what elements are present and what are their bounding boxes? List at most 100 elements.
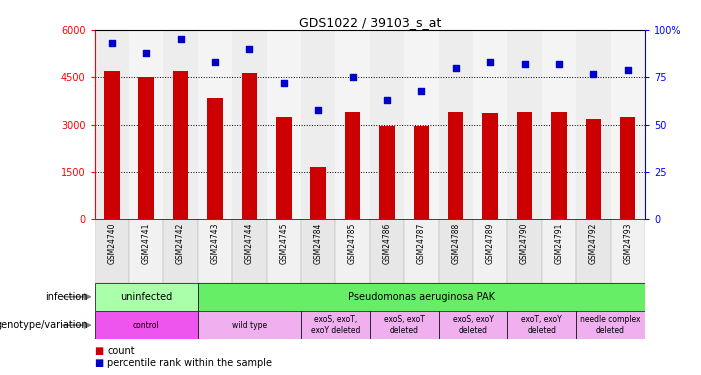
Bar — [198, 30, 232, 219]
Point — [175, 36, 186, 42]
Text: GSM24743: GSM24743 — [210, 223, 219, 264]
Bar — [345, 112, 360, 219]
Text: Pseudomonas aeruginosa PAK: Pseudomonas aeruginosa PAK — [348, 292, 495, 302]
Text: GSM24791: GSM24791 — [554, 223, 564, 264]
Text: GSM24789: GSM24789 — [486, 223, 495, 264]
Bar — [370, 311, 439, 339]
Bar — [542, 30, 576, 219]
Bar — [611, 30, 645, 219]
Bar — [508, 311, 576, 339]
Text: genotype/variation: genotype/variation — [0, 320, 88, 330]
Bar — [311, 167, 326, 219]
Bar — [576, 219, 611, 282]
Text: needle complex
deleted: needle complex deleted — [580, 315, 641, 335]
Text: GSM24786: GSM24786 — [383, 223, 391, 264]
Text: control: control — [133, 321, 160, 330]
Text: GSM24790: GSM24790 — [520, 223, 529, 264]
Bar — [232, 219, 266, 282]
Title: GDS1022 / 39103_s_at: GDS1022 / 39103_s_at — [299, 16, 441, 29]
Bar — [620, 117, 636, 219]
Bar — [173, 71, 189, 219]
Bar — [198, 219, 232, 282]
Text: exoT, exoY
deleted: exoT, exoY deleted — [522, 315, 562, 335]
Text: wild type: wild type — [232, 321, 267, 330]
Bar — [473, 219, 508, 282]
Text: exoS, exoT
deleted: exoS, exoT deleted — [383, 315, 425, 335]
Point — [450, 65, 461, 71]
Bar — [508, 30, 542, 219]
Bar — [104, 71, 120, 219]
Bar — [370, 219, 404, 282]
Bar — [448, 112, 463, 219]
Bar — [473, 30, 508, 219]
Bar — [266, 219, 301, 282]
Point — [381, 97, 393, 103]
Text: GSM24742: GSM24742 — [176, 223, 185, 264]
Bar — [242, 73, 257, 219]
Text: uninfected: uninfected — [120, 292, 172, 302]
Bar — [404, 219, 439, 282]
Bar — [95, 311, 198, 339]
Bar — [95, 282, 198, 311]
Bar — [439, 219, 473, 282]
Bar — [335, 219, 370, 282]
Bar — [576, 311, 645, 339]
Bar — [439, 311, 508, 339]
Text: GSM24793: GSM24793 — [623, 223, 632, 264]
Bar — [232, 30, 266, 219]
Text: GSM24740: GSM24740 — [107, 223, 116, 264]
Bar — [301, 30, 335, 219]
Point — [587, 70, 599, 76]
Bar — [551, 112, 566, 219]
Text: GSM24787: GSM24787 — [417, 223, 426, 264]
Text: infection: infection — [45, 292, 88, 302]
Point — [278, 80, 290, 86]
Bar — [276, 117, 292, 219]
Text: GSM24788: GSM24788 — [451, 223, 461, 264]
Bar — [517, 112, 532, 219]
Bar — [95, 30, 129, 219]
Text: GSM24741: GSM24741 — [142, 223, 151, 264]
Point — [210, 59, 221, 65]
Bar — [266, 30, 301, 219]
Point — [244, 46, 255, 52]
Bar — [576, 30, 611, 219]
Bar — [301, 219, 335, 282]
Point — [347, 74, 358, 80]
Point — [107, 40, 118, 46]
Bar — [207, 98, 223, 219]
Bar — [198, 311, 301, 339]
Point — [484, 59, 496, 65]
Bar — [482, 113, 498, 219]
Text: GSM24745: GSM24745 — [279, 223, 288, 264]
Point — [553, 61, 564, 67]
Text: GSM24785: GSM24785 — [348, 223, 357, 264]
Text: GSM24784: GSM24784 — [313, 223, 322, 264]
Bar — [163, 30, 198, 219]
Bar — [370, 30, 404, 219]
Text: count: count — [107, 346, 135, 356]
Text: exoS, exoT,
exoY deleted: exoS, exoT, exoY deleted — [311, 315, 360, 335]
Bar — [129, 219, 163, 282]
Bar — [139, 77, 154, 219]
Text: percentile rank within the sample: percentile rank within the sample — [107, 358, 272, 368]
Point — [141, 50, 152, 56]
Bar — [508, 219, 542, 282]
Bar — [439, 30, 473, 219]
Point — [313, 106, 324, 112]
Bar — [198, 282, 645, 311]
Bar — [414, 126, 429, 219]
Point — [416, 88, 427, 94]
Text: GSM24792: GSM24792 — [589, 223, 598, 264]
Bar — [379, 126, 395, 219]
Bar — [542, 219, 576, 282]
Point — [519, 61, 530, 67]
Bar — [585, 119, 601, 219]
Bar — [301, 311, 370, 339]
Bar — [129, 30, 163, 219]
Bar — [611, 219, 645, 282]
Text: ■: ■ — [95, 346, 107, 356]
Bar — [404, 30, 439, 219]
Bar — [335, 30, 370, 219]
Point — [622, 67, 633, 73]
